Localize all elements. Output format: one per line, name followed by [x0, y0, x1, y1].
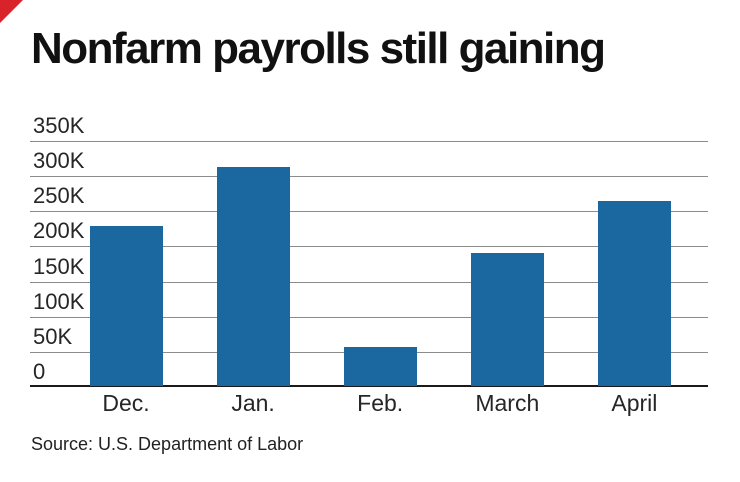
bar-feb: [343, 346, 417, 386]
bar-dec: [89, 226, 163, 386]
bar-april: [597, 201, 671, 386]
gridline-150K: [30, 281, 708, 283]
y-tick-label-100K: 100K: [33, 288, 85, 314]
x-tick-label-dec: Dec.: [102, 390, 150, 416]
gridline-200K: [30, 246, 708, 248]
x-tick-label-jan: Jan.: [231, 390, 275, 416]
gridline-250K: [30, 211, 708, 213]
x-tick-label-april: April: [611, 390, 658, 416]
plot-area: 0 50K 100K 150K 200K 250K 300K 350K Dec. Jan. Feb.…: [30, 115, 708, 415]
gridline-300K: [30, 176, 708, 178]
y-tick-label-0: 0: [33, 359, 46, 384]
gridline-350K: [30, 141, 708, 142]
y-tick-label-150K: 150K: [33, 253, 85, 279]
source-attribution: Source: U.S. Department of Labor: [31, 434, 304, 454]
x-tick-label-march: March: [475, 390, 540, 416]
x-axis-baseline: [30, 385, 708, 387]
x-tick-label-feb: Feb.: [357, 390, 404, 416]
bar-march: [470, 253, 544, 386]
chart-title: Nonfarm payrolls still gaining: [31, 24, 606, 73]
y-tick-label-50K: 50K: [33, 323, 73, 349]
y-tick-label-250K: 250K: [33, 183, 85, 209]
y-tick-label-350K: 350K: [33, 113, 85, 138]
y-tick-label-300K: 300K: [33, 148, 85, 174]
bar-jan: [216, 166, 290, 386]
gridline-100K: [30, 316, 708, 318]
red-corner-triangle-icon: [0, 0, 23, 23]
y-tick-label-200K: 200K: [33, 218, 85, 244]
